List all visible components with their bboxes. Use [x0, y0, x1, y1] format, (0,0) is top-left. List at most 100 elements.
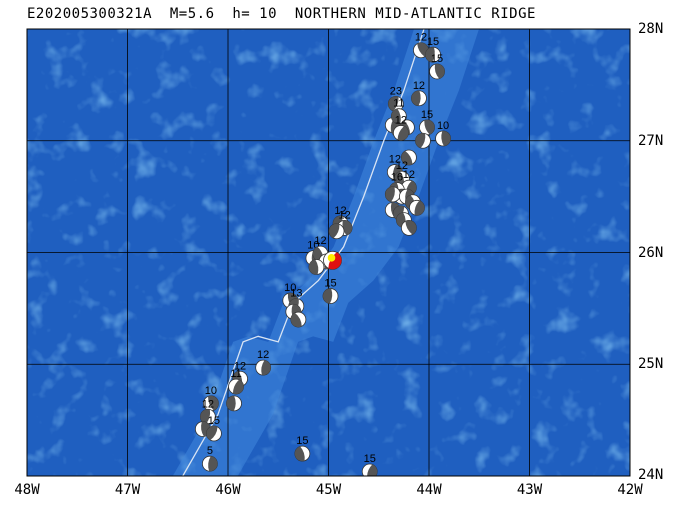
- mechanism-compression: [385, 186, 395, 202]
- mechanism-compression: [401, 150, 413, 166]
- focal-mechanism: 23: [387, 85, 404, 112]
- depth-label: 12: [389, 154, 401, 166]
- depth-label: 15: [296, 435, 308, 447]
- mechanism-compression: [388, 96, 399, 111]
- depth-label: 23: [390, 85, 402, 97]
- mechanism-compression: [434, 63, 445, 79]
- mechanism-compression: [208, 395, 219, 411]
- focal-mechanism: 15: [206, 415, 222, 442]
- main-event-mechanism: [323, 250, 342, 270]
- mechanism-compression: [261, 360, 271, 376]
- plate-boundary-line: [182, 29, 425, 476]
- focal-mechanism: 15: [429, 53, 445, 80]
- focal-mechanism: 15: [425, 36, 441, 63]
- lon-label-42w: 42W: [617, 482, 643, 498]
- focal-mechanism: 12: [199, 398, 216, 425]
- focal-mechanism: 15: [294, 435, 311, 462]
- mechanism-compression: [424, 119, 435, 135]
- depth-label: 10: [284, 282, 296, 294]
- mechanism-compression: [208, 456, 218, 472]
- mechanism-compression: [425, 47, 435, 63]
- map-frame: [26, 28, 631, 477]
- depth-label: 15: [421, 109, 433, 121]
- depth-label: 10: [205, 385, 217, 397]
- lon-label-45w: 45W: [315, 482, 342, 498]
- mechanism-compression: [206, 426, 218, 441]
- depth-label: 12: [413, 80, 425, 92]
- focal-mechanism: [328, 223, 345, 240]
- focal-mechanism: [290, 311, 307, 328]
- focal-mechanism: 12: [393, 160, 410, 187]
- event-title: E202005300321A M=5.6 h= 10 NORTHERN MID-…: [27, 6, 536, 22]
- lon-label-44w: 44W: [416, 482, 442, 498]
- mechanism-compression: [414, 200, 425, 216]
- mechanism-compression: [405, 220, 417, 235]
- mechanism-compression: [308, 259, 319, 275]
- depth-label: 12: [234, 360, 246, 372]
- lon-label-46w: 46W: [215, 482, 241, 498]
- focal-mechanism-layer: 12 15152311121215101212121612121012151013…: [194, 32, 451, 476]
- lat-label-25n: 25N: [638, 356, 664, 372]
- mechanism-compression: [411, 90, 421, 106]
- mechanism-compression: [328, 252, 342, 270]
- lon-label-43w: 43W: [516, 482, 543, 498]
- mechanism-compression: [415, 133, 426, 148]
- focal-mechanism: 12: [413, 32, 429, 59]
- focal-mechanism: [308, 259, 325, 275]
- depth-label: 12: [415, 32, 427, 44]
- lat-label-27n: 27N: [638, 133, 664, 149]
- focal-mechanism: 12: [411, 80, 427, 107]
- focal-mechanism: [415, 132, 431, 149]
- focal-mechanism: [400, 149, 417, 166]
- mechanism-compression: [342, 220, 353, 236]
- focal-mechanism: [409, 199, 425, 216]
- lat-label-28n: 28N: [638, 21, 664, 37]
- depth-label: 12: [202, 398, 214, 410]
- depth-label: 5: [207, 445, 213, 457]
- focal-mechanism: [226, 395, 242, 412]
- depth-label: 12: [257, 349, 269, 361]
- mechanism-compression: [200, 409, 211, 425]
- depth-label: 12: [395, 114, 407, 126]
- mechanism-compression: [329, 223, 340, 239]
- focal-mechanism: 5: [202, 445, 218, 472]
- mechanism-compression: [397, 126, 409, 141]
- focal-mechanism: 15: [419, 109, 435, 136]
- depth-label: 12: [314, 235, 326, 247]
- focal-mechanism: 10: [203, 385, 219, 412]
- depth-label: 15: [208, 415, 220, 427]
- mechanism-compression: [232, 379, 244, 395]
- mechanism-compression: [323, 288, 333, 304]
- depth-label: 12: [334, 205, 346, 217]
- lat-label-24n: 24N: [638, 467, 664, 483]
- lon-label-48w: 48W: [14, 482, 40, 498]
- focal-mechanism: 12: [255, 349, 272, 376]
- epicenter-marker: [327, 254, 336, 262]
- focal-mechanism: 15: [361, 453, 378, 476]
- depth-label: 11: [393, 98, 404, 110]
- depth-label: 15: [427, 36, 439, 48]
- depth-label: 15: [364, 453, 376, 465]
- depth-label: 15: [324, 278, 336, 290]
- depth-label: 13: [290, 288, 302, 300]
- depth-label: 12: [338, 209, 350, 221]
- focal-mechanism: [384, 186, 401, 203]
- mechanism-compression: [393, 205, 405, 221]
- depth-label: 12: [396, 160, 408, 172]
- depth-label: 11: [230, 368, 241, 380]
- lon-label-47w: 47W: [114, 482, 141, 498]
- focal-mechanism: 10: [435, 120, 451, 147]
- focal-mechanism: 15: [322, 278, 339, 304]
- mechanism-compression: [367, 464, 378, 476]
- focal-mechanism: [400, 220, 417, 236]
- mechanism-compression: [391, 108, 401, 124]
- focal-mechanism: 11: [228, 368, 244, 395]
- focal-mechanism: 11: [390, 98, 407, 125]
- mechanism-compression: [226, 395, 236, 411]
- mechanism-compression: [441, 131, 451, 146]
- mechanism-compression: [290, 312, 302, 328]
- depth-label: 15: [431, 53, 443, 65]
- depth-label: 16: [391, 171, 403, 183]
- mechanism-compression: [294, 446, 305, 462]
